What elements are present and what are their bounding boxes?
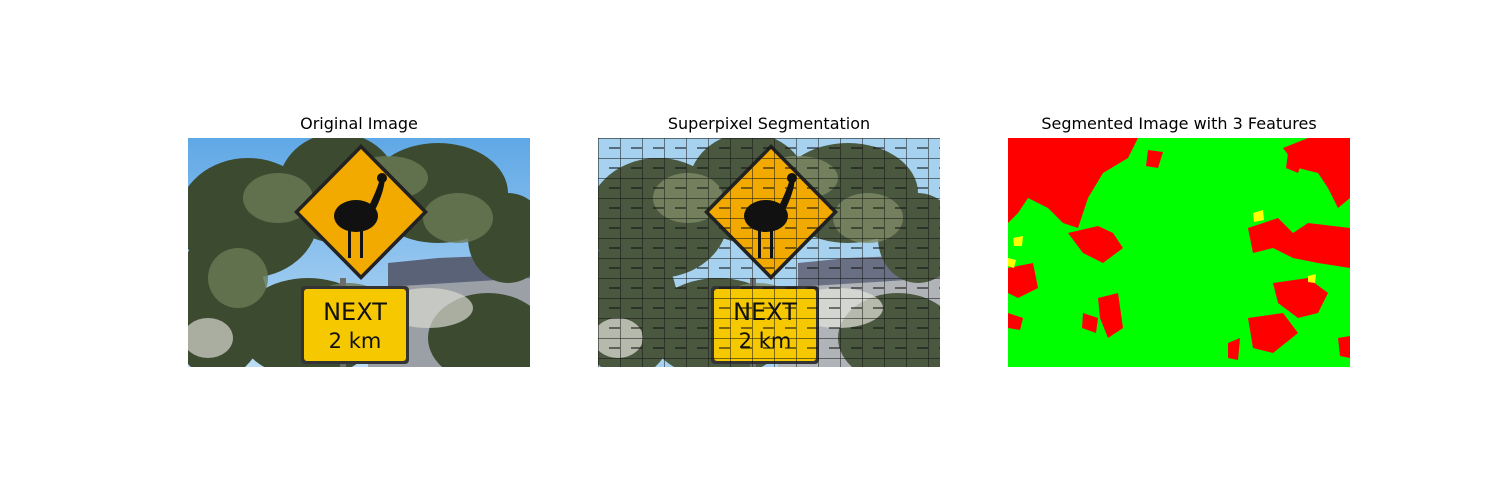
original-image: NEXT 2 km: [188, 138, 530, 367]
panel-original: Original Image: [188, 0, 530, 500]
sign-text-next: NEXT: [323, 298, 387, 326]
panel-superpixel: Superpixel Segmentation: [598, 0, 940, 500]
panel-title-superpixel: Superpixel Segmentation: [667, 114, 871, 133]
sign-text-distance: 2 km: [329, 329, 382, 353]
superpixel-image: NEXT 2 km: [598, 138, 940, 367]
panel-title-segmented: Segmented Image with 3 Features: [1041, 114, 1317, 133]
segmented-image: [1008, 138, 1350, 367]
panel-title-original: Original Image: [300, 114, 418, 133]
panel-segmented: Segmented Image with 3 Features: [1008, 0, 1350, 500]
